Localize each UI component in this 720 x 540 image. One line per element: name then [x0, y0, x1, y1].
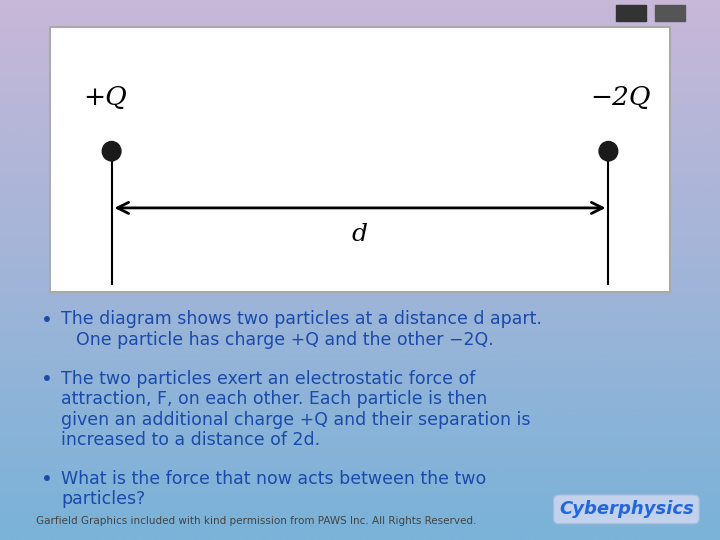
Text: •: • [41, 470, 53, 489]
Text: The diagram shows two particles at a distance d apart.: The diagram shows two particles at a dis… [61, 310, 542, 328]
Text: Cyberphysics: Cyberphysics [559, 501, 694, 518]
Text: particles?: particles? [61, 490, 145, 508]
Text: Garfield Graphics included with kind permission from PAWS Inc. All Rights Reserv: Garfield Graphics included with kind per… [36, 516, 477, 526]
Bar [616, 5, 646, 21]
Text: What is the force that now acts between the two: What is the force that now acts between … [61, 470, 487, 488]
Ellipse shape [599, 141, 618, 161]
Text: increased to a distance of 2d.: increased to a distance of 2d. [61, 431, 320, 449]
Text: given an additional charge +Q and their separation is: given an additional charge +Q and their … [61, 411, 531, 429]
Text: One particle has charge +Q and the other −2Q.: One particle has charge +Q and the other… [76, 331, 493, 349]
Text: •: • [41, 310, 53, 329]
Ellipse shape [102, 141, 121, 161]
Text: •: • [41, 370, 53, 389]
Text: −2Q: −2Q [590, 85, 651, 110]
Text: +Q: +Q [83, 85, 127, 110]
Text: d: d [352, 224, 368, 246]
FancyBboxPatch shape [50, 27, 670, 292]
Bar [655, 5, 685, 21]
Text: attraction, F, on each other. Each particle is then: attraction, F, on each other. Each parti… [61, 390, 487, 408]
Text: The two particles exert an electrostatic force of: The two particles exert an electrostatic… [61, 370, 476, 388]
